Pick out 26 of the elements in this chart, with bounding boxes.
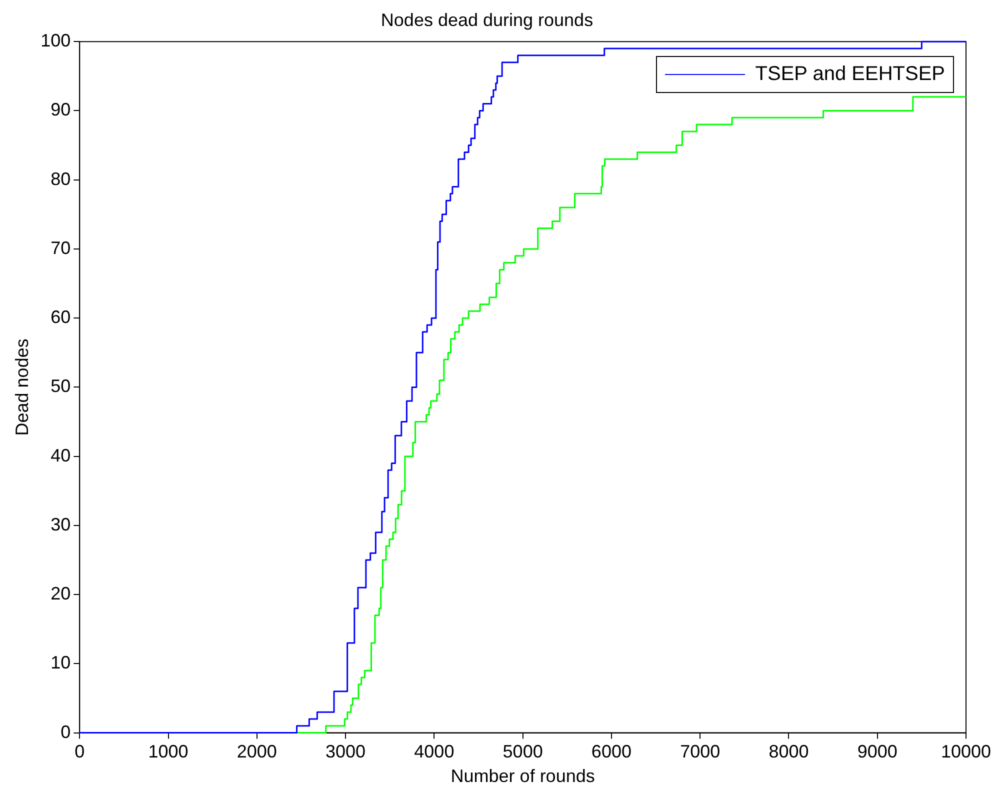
x-tick-label: 1000 <box>148 742 188 762</box>
x-tick-label: 10000 <box>940 742 992 762</box>
x-tick-label: 0 <box>74 742 85 762</box>
x-tick-label: 2000 <box>236 742 277 762</box>
x-axis-title: Number of rounds <box>450 766 595 786</box>
x-tick-label: 5000 <box>502 742 543 762</box>
y-tick-label: 10 <box>50 652 71 673</box>
x-tick-label: 7000 <box>680 742 720 762</box>
y-tick-label: 0 <box>60 722 71 742</box>
x-tick-label: 8000 <box>768 742 809 762</box>
y-tick-label: 70 <box>50 238 71 258</box>
x-tick-label: 6000 <box>591 742 632 762</box>
chart-title: Nodes dead during rounds <box>380 10 594 30</box>
y-tick-label: 90 <box>50 100 71 120</box>
y-tick-label: 50 <box>50 376 71 396</box>
y-tick-label: 40 <box>50 445 71 466</box>
y-tick-label: 20 <box>50 584 71 604</box>
x-tick-label: 3000 <box>326 742 366 762</box>
y-tick-label: 100 <box>40 30 71 51</box>
y-tick-label: 30 <box>50 514 71 534</box>
x-tick-label: 4000 <box>414 742 454 762</box>
legend-label: TSEP and EEHTSEP <box>755 62 945 86</box>
y-tick-label: 60 <box>50 307 71 328</box>
x-tick-label: 9000 <box>857 742 898 762</box>
y-tick-label: 80 <box>50 168 71 189</box>
y-axis-title: Dead nodes <box>12 338 32 436</box>
